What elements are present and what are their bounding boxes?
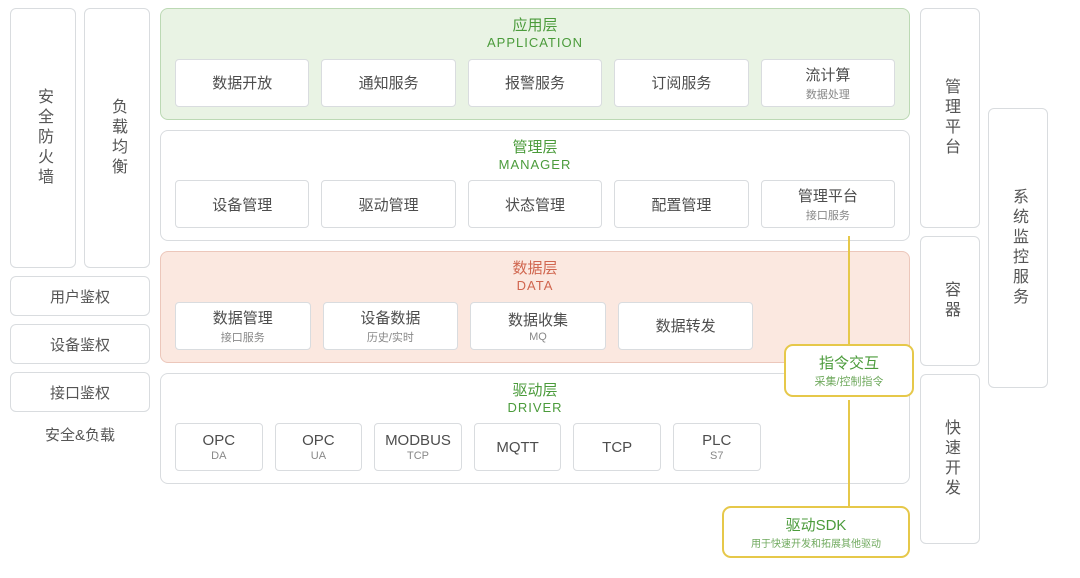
firewall-box: 安全防火墙 bbox=[10, 8, 76, 268]
tile-订阅服务: 订阅服务 bbox=[614, 59, 748, 107]
quick-dev-box: 快速开发 bbox=[920, 374, 980, 544]
app-row: 数据开放通知服务报警服务订阅服务流计算数据处理 bbox=[175, 59, 895, 107]
tile-tcp: TCP bbox=[573, 423, 661, 471]
architecture-diagram: 安全防火墙 负载均衡 用户鉴权 设备鉴权 接口鉴权 安全&负载 应用层 APPL… bbox=[0, 0, 1080, 578]
mgr-row: 设备管理驱动管理状态管理配置管理管理平台接口服务 bbox=[175, 180, 895, 228]
data-title-cn: 数据层 bbox=[175, 260, 895, 278]
tile-数据开放: 数据开放 bbox=[175, 59, 309, 107]
tile-流计算: 流计算数据处理 bbox=[761, 59, 895, 107]
data-row: 数据管理接口服务设备数据历史/实时数据收集MQ数据转发 bbox=[175, 302, 895, 350]
right-column: 管理平台 容器 快速开发 系统监控服务 bbox=[920, 8, 1070, 570]
tile-通知服务: 通知服务 bbox=[321, 59, 455, 107]
app-title-cn: 应用层 bbox=[175, 17, 895, 35]
tile-状态管理: 状态管理 bbox=[468, 180, 602, 228]
callout-stem-top bbox=[848, 236, 850, 344]
loadbalance-box: 负载均衡 bbox=[84, 8, 150, 268]
mgr-title-cn: 管理层 bbox=[175, 139, 895, 157]
callout-stem-bottom bbox=[848, 400, 850, 506]
tile-数据管理: 数据管理接口服务 bbox=[175, 302, 311, 350]
tile-报警服务: 报警服务 bbox=[468, 59, 602, 107]
sdk-sub: 用于快速开发和拓展其他驱动 bbox=[736, 535, 896, 550]
tile-数据收集: 数据收集MQ bbox=[470, 302, 606, 350]
sdk-title: 驱动SDK bbox=[736, 514, 896, 535]
container-box: 容器 bbox=[920, 236, 980, 366]
left-footer-label: 安全&负载 bbox=[10, 420, 150, 445]
command-callout: 指令交互 采集/控制指令 bbox=[784, 344, 914, 397]
device-auth-box: 设备鉴权 bbox=[10, 324, 150, 364]
tile-opc: OPCDA bbox=[175, 423, 263, 471]
left-column: 安全防火墙 负载均衡 用户鉴权 设备鉴权 接口鉴权 安全&负载 bbox=[10, 8, 150, 570]
drv-row: OPCDAOPCUAMODBUSTCPMQTTTCPPLCS7 bbox=[175, 423, 895, 471]
data-title-en: DATA bbox=[175, 278, 895, 294]
tile-驱动管理: 驱动管理 bbox=[321, 180, 455, 228]
tile-modbus: MODBUSTCP bbox=[374, 423, 462, 471]
tile-opc: OPCUA bbox=[275, 423, 363, 471]
tile-设备管理: 设备管理 bbox=[175, 180, 309, 228]
manager-layer: 管理层 MANAGER 设备管理驱动管理状态管理配置管理管理平台接口服务 bbox=[160, 130, 910, 242]
mgr-title-en: MANAGER bbox=[175, 157, 895, 173]
tile-mqtt: MQTT bbox=[474, 423, 562, 471]
tile-数据转发: 数据转发 bbox=[618, 302, 754, 350]
app-title-en: APPLICATION bbox=[175, 35, 895, 51]
cmd-sub: 采集/控制指令 bbox=[798, 373, 900, 389]
tile-管理平台: 管理平台接口服务 bbox=[761, 180, 895, 228]
center-column: 应用层 APPLICATION 数据开放通知服务报警服务订阅服务流计算数据处理 … bbox=[160, 8, 910, 570]
tile-plc: PLCS7 bbox=[673, 423, 761, 471]
sdk-callout: 驱动SDK 用于快速开发和拓展其他驱动 bbox=[722, 506, 910, 558]
cmd-title: 指令交互 bbox=[798, 352, 900, 373]
tile-配置管理: 配置管理 bbox=[614, 180, 748, 228]
drv-title-en: DRIVER bbox=[175, 400, 895, 416]
user-auth-box: 用户鉴权 bbox=[10, 276, 150, 316]
tile-设备数据: 设备数据历史/实时 bbox=[323, 302, 459, 350]
application-layer: 应用层 APPLICATION 数据开放通知服务报警服务订阅服务流计算数据处理 bbox=[160, 8, 910, 120]
sys-monitor-box: 系统监控服务 bbox=[988, 108, 1048, 388]
mgmt-platform-box: 管理平台 bbox=[920, 8, 980, 228]
api-auth-box: 接口鉴权 bbox=[10, 372, 150, 412]
